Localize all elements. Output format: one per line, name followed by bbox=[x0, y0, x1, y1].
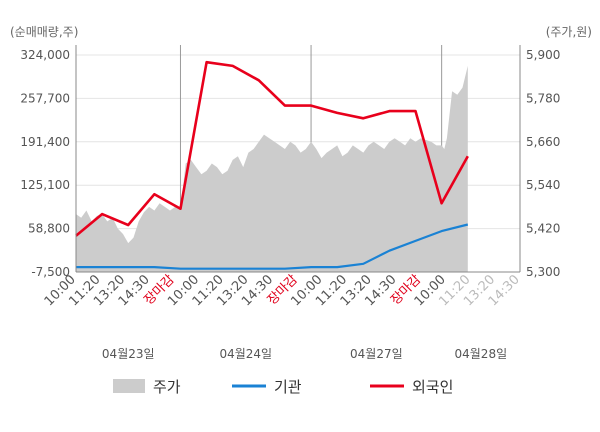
left-tick-label: 125,100 bbox=[20, 178, 70, 192]
left-tick-label: 257,700 bbox=[20, 91, 70, 105]
date-label: 04월24일 bbox=[219, 347, 272, 361]
legend-label-price: 주가 bbox=[153, 378, 181, 396]
left-tick-label: 191,400 bbox=[20, 135, 70, 149]
right-axis-label: (주가,원) bbox=[546, 25, 592, 39]
date-labels: 04월23일 04월24일 04월27일 04월28일 bbox=[102, 347, 507, 361]
series-line-foreign bbox=[75, 60, 469, 237]
x-tick-labels: 10:0011:2013:2014:30장마감10:0011:2013:2014… bbox=[42, 272, 523, 309]
left-tick-labels: 324,000 257,700 191,400 125,100 58,800 -7,500 bbox=[20, 48, 70, 279]
date-label: 04월28일 bbox=[455, 347, 508, 361]
series-line-institution bbox=[76, 223, 469, 270]
series-area-price bbox=[76, 65, 468, 273]
right-tick-labels: 5,900 5,780 5,660 5,540 5,420 5,300 bbox=[526, 48, 560, 279]
right-tick-label: 5,420 bbox=[526, 222, 560, 236]
right-tick-label: 5,900 bbox=[526, 48, 560, 62]
price-area-layer bbox=[76, 65, 468, 273]
right-tick-label: 5,660 bbox=[526, 135, 560, 149]
left-tick-label: 324,000 bbox=[20, 48, 70, 62]
right-tick-label: 5,780 bbox=[526, 91, 560, 105]
left-axis-label: (순매매량,주) bbox=[10, 25, 78, 39]
date-label: 04월23일 bbox=[102, 347, 155, 361]
date-label: 04월27일 bbox=[350, 347, 403, 361]
series-lines bbox=[75, 60, 469, 270]
right-tick-label: 5,300 bbox=[526, 265, 560, 279]
legend-label-institution: 기관 bbox=[274, 378, 302, 396]
plot-axes bbox=[75, 45, 521, 273]
right-tick-label: 5,540 bbox=[526, 178, 560, 192]
left-tick-label: -7,500 bbox=[31, 265, 70, 279]
legend-label-foreign: 외국인 bbox=[412, 378, 453, 396]
legend-swatch-price bbox=[113, 379, 145, 393]
left-tick-label: 58,800 bbox=[28, 222, 70, 236]
legend: 주가 기관 외국인 bbox=[113, 378, 453, 396]
